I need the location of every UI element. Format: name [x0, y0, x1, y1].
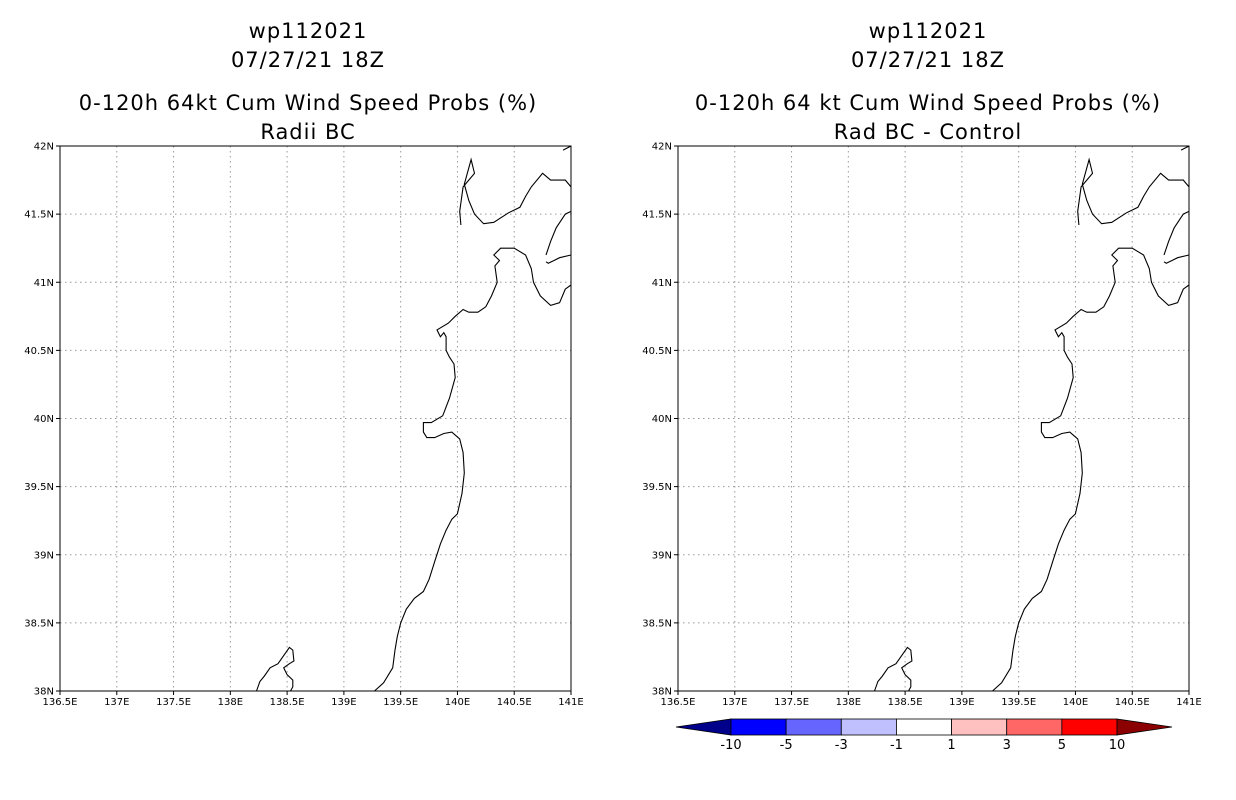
left-storm-id: wp112021	[248, 19, 368, 43]
right-xtick-label: 141E	[1176, 697, 1201, 708]
right-coastline	[873, 646, 913, 692]
right-xtick-label: 138.5E	[888, 697, 923, 708]
right-coastline	[1077, 157, 1190, 226]
right-xtick-label: 140.5E	[1115, 697, 1150, 708]
right-ytick-label: 39N	[652, 550, 672, 561]
left-coastline	[459, 157, 572, 226]
right-product: 0-120h 64 kt Cum Wind Speed Probs (%)	[694, 91, 1162, 115]
left-ytick-label: 41N	[34, 278, 54, 289]
left-ytick-label: 39N	[34, 550, 54, 561]
left-ytick-label: 40.5N	[24, 346, 54, 357]
left-xtick-label: 138.5E	[270, 697, 305, 708]
right-xtick-label: 137.5E	[774, 697, 809, 708]
left-xtick-label: 140.5E	[497, 697, 532, 708]
right-xtick-label: 136.5E	[661, 697, 696, 708]
colorbar-label: 5	[1058, 738, 1066, 753]
left-date: 07/27/21 18Z	[230, 48, 386, 72]
left-xtick-label: 137.5E	[156, 697, 191, 708]
left-title-block: wp112021 07/27/21 18Z 0-120h 64kt Cum Wi…	[60, 17, 556, 147]
right-storm-id: wp112021	[868, 19, 988, 43]
colorbar-label: 1	[947, 738, 955, 753]
colorbar-high-arrow	[1116, 718, 1173, 736]
colorbar-label: -1	[890, 738, 903, 753]
left-ytick-label: 42N	[34, 142, 54, 153]
left-ytick-label: 38.5N	[24, 618, 54, 629]
left-xtick-label: 138E	[218, 697, 243, 708]
right-ytick-label: 38N	[652, 687, 672, 698]
colorbar-label: -10	[720, 738, 741, 753]
right-date: 07/27/21 18Z	[850, 48, 1006, 72]
right-ytick-label: 41.5N	[642, 210, 672, 221]
left-xtick-label: 140E	[445, 697, 470, 708]
left-ytick-label: 41.5N	[24, 210, 54, 221]
right-ytick-label: 42N	[652, 142, 672, 153]
left-xtick-label: 137E	[104, 697, 129, 708]
right-ytick-label: 38.5N	[642, 618, 672, 629]
right-ytick-label: 41N	[652, 278, 672, 289]
colorbar-box	[896, 718, 952, 736]
left-coastline	[255, 646, 295, 692]
left-xtick-label: 139.5E	[383, 697, 418, 708]
left-coastline	[545, 210, 572, 256]
colorbar-low-arrow	[675, 718, 732, 736]
right-xtick-label: 138E	[836, 697, 861, 708]
right-coastline	[1163, 254, 1190, 264]
left-ytick-label: 40N	[34, 414, 54, 425]
right-coastline	[1163, 210, 1190, 256]
left-product: 0-120h 64kt Cum Wind Speed Probs (%)	[78, 91, 538, 115]
colorbar-label: 10	[1109, 738, 1126, 753]
colorbar-box	[1061, 718, 1118, 736]
left-subtitle: Radii BC	[260, 120, 356, 144]
colorbar-box	[785, 718, 842, 736]
colorbar-label: -3	[835, 738, 848, 753]
left-ytick-label: 39.5N	[24, 482, 54, 493]
right-coastline	[1180, 145, 1190, 151]
colorbar-box	[730, 718, 787, 736]
right-ytick-label: 39.5N	[642, 482, 672, 493]
left-coastline	[374, 247, 572, 692]
left-ytick-label: 38N	[34, 687, 54, 698]
left-xtick-label: 141E	[558, 697, 583, 708]
colorbar-box	[1006, 718, 1063, 736]
colorbar-label: 3	[1003, 738, 1011, 753]
left-xtick-label: 139E	[331, 697, 356, 708]
right-subtitle: Rad BC - Control	[833, 120, 1023, 144]
right-ytick-label: 40N	[652, 414, 672, 425]
colorbar-box	[951, 718, 1008, 736]
left-coastline	[562, 145, 572, 151]
left-coastline	[545, 254, 572, 264]
colorbar-label: -5	[780, 738, 793, 753]
right-xtick-label: 137E	[722, 697, 747, 708]
right-coastline	[992, 247, 1190, 692]
right-xtick-label: 139.5E	[1001, 697, 1036, 708]
right-title-block: wp112021 07/27/21 18Z 0-120h 64 kt Cum W…	[678, 17, 1178, 147]
left-xtick-label: 136.5E	[43, 697, 78, 708]
right-xtick-label: 139E	[949, 697, 974, 708]
right-xtick-label: 140E	[1063, 697, 1088, 708]
colorbar-box	[840, 718, 897, 736]
right-ytick-label: 40.5N	[642, 346, 672, 357]
